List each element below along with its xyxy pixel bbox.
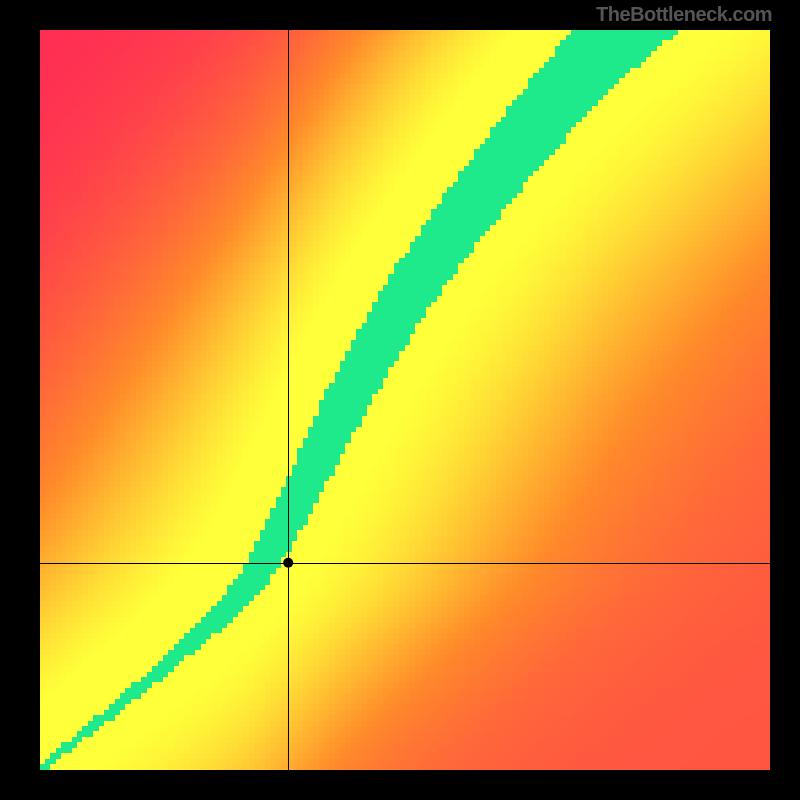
chart-container: TheBottleneck.com <box>0 0 800 800</box>
watermark-label: TheBottleneck.com <box>596 4 772 27</box>
bottleneck-heatmap <box>40 30 770 770</box>
